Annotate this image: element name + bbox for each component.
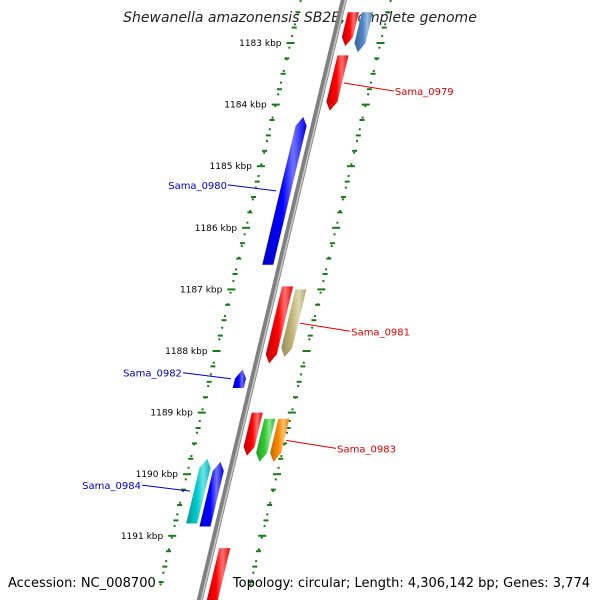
- gene-feature[interactable]: [243, 412, 263, 456]
- ruler-label: 1184 kbp: [224, 101, 267, 111]
- ruler-label: 1191 kbp: [121, 532, 164, 542]
- accession-text: Accession: NC_008700: [8, 576, 156, 591]
- ruler-label: 1183 kbp: [239, 39, 282, 49]
- gene-label: Sama_0980: [168, 181, 227, 192]
- gene-label: Sama_0982: [123, 369, 182, 380]
- gene-sama-0983[interactable]: [270, 418, 290, 462]
- gene-label: Sama_0983: [337, 444, 396, 455]
- map-title: Shewanella amazonensis SB2B, complete ge…: [123, 10, 477, 26]
- genome-backbone: [196, 0, 347, 600]
- gene-label: Sama_0979: [395, 87, 454, 98]
- gene-label: Sama_0984: [82, 481, 141, 492]
- gene-label-leader: [343, 82, 394, 92]
- gene-sama-0981[interactable]: [281, 289, 307, 358]
- ruler-label: 1189 kbp: [150, 409, 193, 419]
- ruler-layer: 1183 kbp 1184 kbp 1185 kbp 1186 kbp 1187 kbp…: [121, 0, 392, 593]
- gene-sama-0984[interactable]: [186, 458, 211, 524]
- gene-sama-0979[interactable]: [326, 55, 349, 111]
- topology-text: Topology: circular; Length: 4,306,142 bp…: [232, 576, 590, 591]
- gene-layer: [186, 12, 373, 600]
- gene-feature[interactable]: [256, 418, 276, 462]
- ruler-label: 1185 kbp: [210, 162, 253, 172]
- gene-feature[interactable]: [204, 548, 231, 600]
- gene-sama-0982[interactable]: [232, 369, 246, 388]
- gene-label-layer: Sama_0979 Sama_0980 Sama_0981 Sama_0982 Sama…: [82, 82, 454, 492]
- gene-label-leader: [141, 484, 191, 492]
- ruler-label: 1187 kbp: [180, 285, 223, 295]
- gene-feature[interactable]: [265, 286, 294, 364]
- gene-label-leader: [182, 372, 231, 380]
- gene-label-leader: [300, 322, 351, 332]
- ruler-label: 1188 kbp: [165, 347, 208, 357]
- gene-label-leader: [227, 184, 277, 192]
- genome-backbone-highlight: [200, 0, 347, 600]
- gene-feature[interactable]: [199, 461, 224, 527]
- gene-feature[interactable]: [354, 12, 373, 53]
- ruler-label: 1190 kbp: [136, 470, 179, 480]
- ruler-label: 1186 kbp: [195, 224, 238, 234]
- gene-sama-0980[interactable]: [262, 116, 307, 265]
- gene-label: Sama_0981: [351, 327, 410, 338]
- backbone-layer: [196, 0, 347, 600]
- gene-feature[interactable]: [341, 12, 359, 47]
- gene-label-leader: [286, 439, 337, 449]
